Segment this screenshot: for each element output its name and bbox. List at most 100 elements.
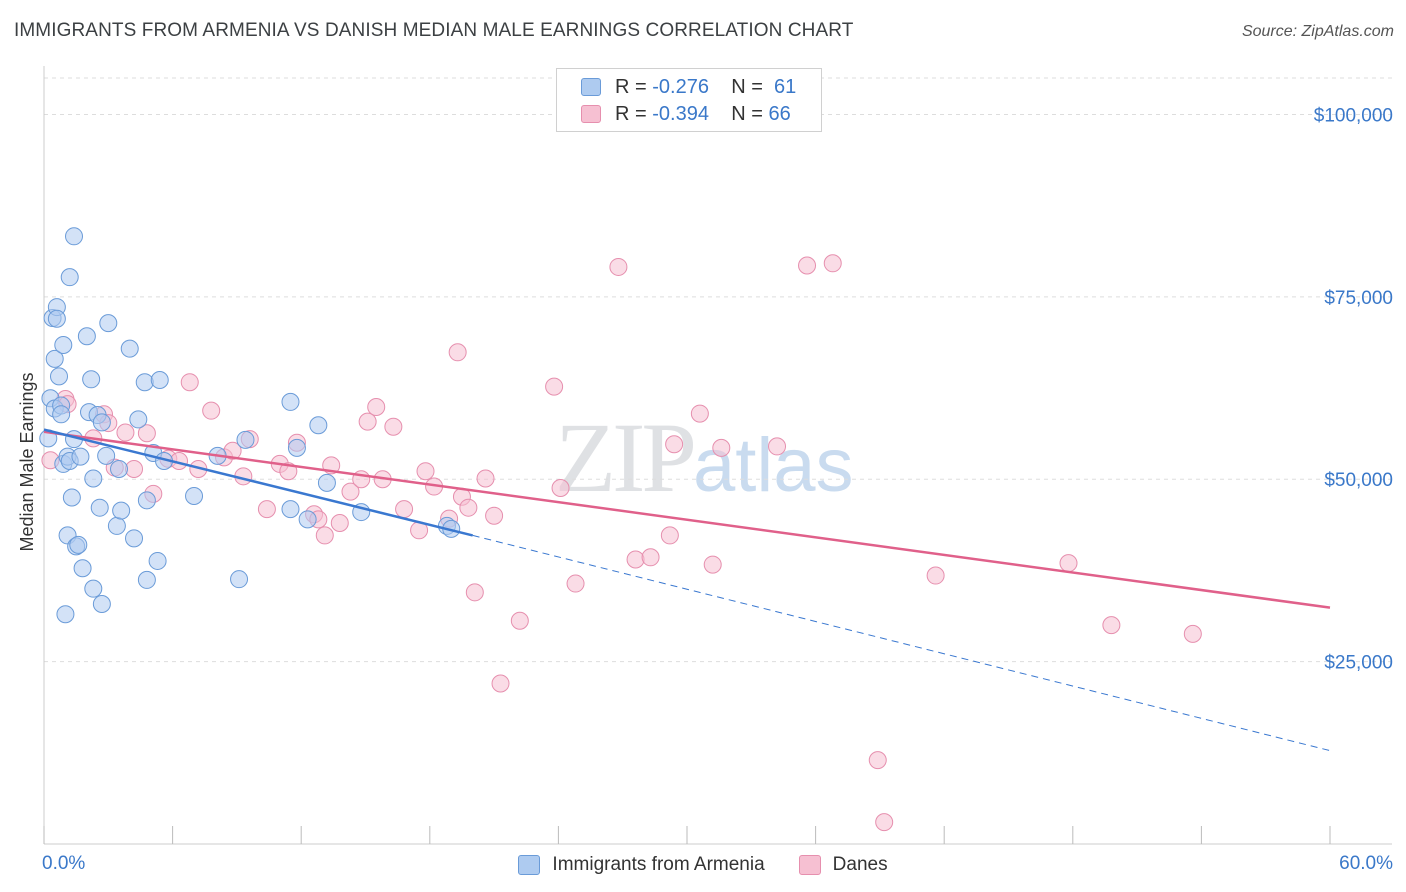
trend-line-danes bbox=[43, 430, 1331, 609]
point-armenia bbox=[56, 605, 75, 624]
point-armenia bbox=[281, 500, 300, 519]
legend-r-value-danes: -0.394 bbox=[652, 102, 709, 125]
point-armenia bbox=[62, 488, 81, 507]
point-armenia bbox=[71, 447, 90, 466]
point-armenia bbox=[137, 570, 156, 589]
legend-r-value-armenia: -0.276 bbox=[652, 75, 709, 98]
chart-source: Source: ZipAtlas.com bbox=[1241, 23, 1394, 40]
point-armenia bbox=[84, 469, 103, 488]
point-danes bbox=[665, 435, 684, 454]
legend-label-danes: Danes bbox=[832, 854, 888, 875]
legend-n-value-armenia: 61 bbox=[774, 75, 797, 98]
point-danes bbox=[485, 506, 504, 525]
point-danes bbox=[823, 254, 842, 273]
axis-labels: $25,000 $50,000 $75,000 $100,000 0.0% 60.0% Me… bbox=[17, 105, 1393, 874]
point-danes bbox=[416, 462, 435, 481]
y-tick-label: $75,000 bbox=[1324, 288, 1393, 309]
point-armenia bbox=[65, 227, 84, 246]
point-armenia bbox=[73, 559, 92, 578]
point-danes bbox=[798, 256, 817, 275]
legend-r-label: R = bbox=[615, 102, 647, 125]
point-danes bbox=[660, 526, 679, 545]
point-armenia bbox=[77, 327, 96, 346]
y-tick-label: $25,000 bbox=[1324, 653, 1393, 674]
trend-line-armenia bbox=[43, 428, 473, 537]
legend-n-label: N = bbox=[731, 102, 763, 125]
legend-row-armenia: R = -0.276 N = 61 bbox=[581, 74, 796, 100]
point-armenia bbox=[50, 367, 69, 386]
y-axis-label: Median Male Earnings bbox=[17, 372, 37, 551]
point-danes bbox=[926, 566, 945, 585]
point-armenia bbox=[47, 309, 66, 328]
point-armenia bbox=[137, 491, 156, 510]
point-danes bbox=[609, 257, 628, 276]
x-tick-label-max: 60.0% bbox=[1339, 853, 1393, 874]
point-danes bbox=[626, 550, 645, 569]
point-danes bbox=[330, 514, 349, 533]
legend-swatch-danes bbox=[581, 105, 601, 123]
point-armenia bbox=[92, 413, 111, 432]
y-tick-label: $100,000 bbox=[1314, 105, 1393, 126]
point-danes bbox=[257, 500, 276, 519]
point-armenia bbox=[60, 268, 79, 287]
trend-lines bbox=[43, 428, 1331, 752]
point-armenia bbox=[236, 430, 255, 449]
point-danes bbox=[125, 460, 144, 479]
point-armenia bbox=[84, 579, 103, 598]
point-danes bbox=[341, 482, 360, 501]
point-danes bbox=[180, 373, 199, 392]
legend-item-armenia[interactable]: Immigrants from Armenia bbox=[518, 854, 765, 876]
point-danes bbox=[566, 574, 585, 593]
series-danes bbox=[41, 254, 1202, 832]
point-armenia bbox=[112, 501, 131, 520]
point-danes bbox=[448, 343, 467, 362]
point-armenia bbox=[97, 446, 116, 465]
point-armenia bbox=[107, 516, 126, 535]
legend-row-danes: R = -0.394 N = 66 bbox=[581, 101, 791, 127]
point-armenia bbox=[185, 487, 204, 506]
point-armenia bbox=[45, 349, 64, 368]
point-danes bbox=[768, 437, 787, 456]
point-armenia bbox=[52, 405, 71, 424]
point-danes bbox=[551, 478, 570, 497]
point-danes bbox=[510, 611, 529, 630]
point-danes bbox=[202, 401, 221, 420]
point-danes bbox=[875, 813, 894, 832]
legend-swatch-danes bbox=[798, 855, 821, 875]
stats-legend: R = -0.276 N = 61 R = -0.394 N = 66 bbox=[556, 68, 822, 132]
point-armenia bbox=[309, 416, 328, 435]
point-danes bbox=[641, 548, 660, 567]
point-danes bbox=[315, 526, 334, 545]
point-danes bbox=[367, 398, 386, 417]
legend-label-armenia: Immigrants from Armenia bbox=[552, 854, 765, 875]
point-armenia bbox=[125, 529, 144, 548]
point-danes bbox=[384, 417, 403, 436]
point-armenia bbox=[69, 535, 88, 554]
point-armenia bbox=[54, 336, 73, 355]
point-danes bbox=[1059, 554, 1078, 573]
point-danes bbox=[712, 438, 731, 457]
point-armenia bbox=[92, 594, 111, 613]
point-danes bbox=[459, 498, 478, 517]
point-armenia bbox=[82, 370, 101, 389]
point-danes bbox=[690, 404, 709, 423]
point-armenia bbox=[120, 339, 139, 358]
series-legend: Immigrants from Armenia Danes bbox=[0, 852, 1406, 878]
point-armenia bbox=[230, 570, 249, 589]
point-armenia bbox=[150, 371, 169, 390]
point-danes bbox=[116, 423, 135, 442]
legend-r-label: R = bbox=[615, 75, 647, 98]
legend-n-value-danes: 66 bbox=[768, 102, 791, 125]
chart-title: IMMIGRANTS FROM ARMENIA VS DANISH MEDIAN… bbox=[14, 20, 854, 41]
y-tick-label: $50,000 bbox=[1324, 470, 1393, 491]
point-danes bbox=[491, 674, 510, 693]
point-danes bbox=[476, 469, 495, 488]
point-danes bbox=[545, 377, 564, 396]
legend-item-danes[interactable]: Danes bbox=[798, 854, 888, 876]
point-danes bbox=[703, 555, 722, 574]
point-armenia bbox=[287, 438, 306, 457]
legend-n-label: N = bbox=[731, 75, 763, 98]
point-armenia bbox=[90, 498, 109, 517]
point-armenia bbox=[129, 410, 148, 429]
point-armenia bbox=[317, 473, 336, 492]
